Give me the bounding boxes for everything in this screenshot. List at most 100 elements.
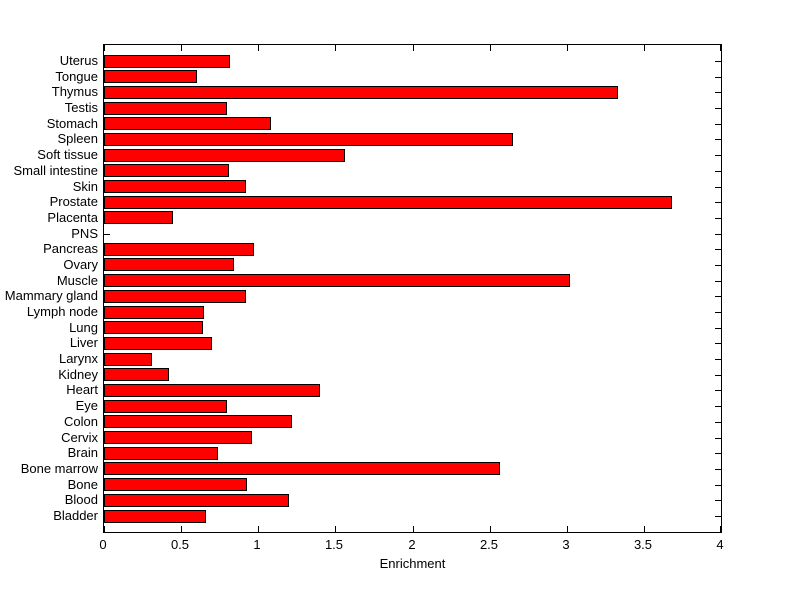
y-tick-label-spleen: Spleen <box>57 131 98 146</box>
y-tick-label-bone-marrow: Bone marrow <box>20 461 98 476</box>
y-tick-label-brain: Brain <box>67 445 98 460</box>
y-tick-label-pns: PNS <box>71 226 98 241</box>
y-tick-label-mammary-gland: Mammary gland <box>4 288 98 303</box>
y-tick-mark-right <box>715 296 721 297</box>
y-tick-mark-right <box>715 265 721 266</box>
x-tick-mark-bottom <box>567 526 568 532</box>
y-tick-mark-right <box>715 281 721 282</box>
x-tick-mark-bottom <box>258 526 259 532</box>
y-tick-mark-right <box>715 155 721 156</box>
bar-eye <box>104 400 227 413</box>
y-tick-mark-right <box>715 328 721 329</box>
x-tick-mark-top <box>413 45 414 51</box>
bar-larynx <box>104 353 152 366</box>
bar-uterus <box>104 55 230 68</box>
y-tick-label-heart: Heart <box>66 382 98 397</box>
y-tick-mark-right <box>715 124 721 125</box>
y-tick-label-tongue: Tongue <box>55 69 98 84</box>
bar-colon <box>104 415 292 428</box>
y-tick-mark-right <box>715 453 721 454</box>
x-tick-label-1-5: 1.5 <box>324 537 344 552</box>
bar-mammary-gland <box>104 290 246 303</box>
bar-bone-marrow <box>104 462 500 475</box>
y-tick-mark-right <box>715 202 721 203</box>
y-tick-mark-right <box>715 139 721 140</box>
y-tick-mark-right <box>715 234 721 235</box>
bar-kidney <box>104 368 169 381</box>
y-tick-mark-right <box>715 375 721 376</box>
x-axis-tick-labels: 0 0.5 1 1.5 2 2.5 3 3.5 4 <box>99 537 723 553</box>
y-tick-label-ovary: Ovary <box>63 257 98 272</box>
y-axis-labels: Uterus Tongue Thymus Testis Stomach Spleen Sof… <box>0 45 98 532</box>
y-tick-label-bone: Bone <box>67 477 98 492</box>
x-tick-label-3: 3 <box>562 537 570 552</box>
y-tick-mark-left <box>104 234 110 235</box>
y-tick-mark-right <box>715 469 721 470</box>
x-tick-mark-bottom <box>181 526 182 532</box>
y-tick-label-pancreas: Pancreas <box>43 241 98 256</box>
y-tick-mark-right <box>715 500 721 501</box>
y-tick-label-bladder: Bladder <box>53 508 98 523</box>
y-tick-label-blood: Blood <box>64 492 98 507</box>
x-tick-label-2: 2 <box>408 537 416 552</box>
x-tick-mark-top <box>490 45 491 51</box>
y-tick-label-kidney: Kidney <box>58 367 98 382</box>
x-tick-mark-bottom <box>490 526 491 532</box>
bar-pancreas <box>104 243 254 256</box>
x-tick-mark-top <box>644 45 645 51</box>
bar-blood <box>104 494 289 507</box>
y-tick-label-larynx: Larynx <box>58 351 98 366</box>
bar-placenta <box>104 211 173 224</box>
y-tick-mark-right <box>715 438 721 439</box>
y-tick-mark-right <box>715 61 721 62</box>
y-tick-mark-right <box>715 187 721 188</box>
x-tick-mark-top <box>104 45 105 51</box>
bar-liver <box>104 337 212 350</box>
y-tick-mark-right <box>715 171 721 172</box>
bar-heart <box>104 384 320 397</box>
y-tick-label-eye: Eye <box>75 398 98 413</box>
x-tick-label-0-5: 0.5 <box>170 537 190 552</box>
y-tick-mark-right <box>715 218 721 219</box>
y-tick-label-prostate: Prostate <box>49 194 98 209</box>
y-tick-mark-right <box>715 77 721 78</box>
x-tick-mark-bottom <box>720 526 721 532</box>
y-tick-label-muscle: Muscle <box>56 273 98 288</box>
y-tick-label-placenta: Placenta <box>47 210 98 225</box>
x-tick-label-3-5: 3.5 <box>633 537 653 552</box>
y-tick-label-thymus: Thymus <box>51 84 98 99</box>
x-tick-mark-top <box>567 45 568 51</box>
y-tick-mark-right <box>715 249 721 250</box>
y-tick-label-soft-tissue: Soft tissue <box>37 147 98 162</box>
x-tick-label-4: 4 <box>716 537 724 552</box>
y-tick-label-small-intestine: Small intestine <box>13 163 98 178</box>
bar-prostate <box>104 196 672 209</box>
y-tick-mark-right <box>715 390 721 391</box>
y-tick-label-skin: Skin <box>72 179 98 194</box>
bar-cervix <box>104 431 252 444</box>
y-tick-mark-right <box>715 92 721 93</box>
x-tick-label-0: 0 <box>99 537 107 552</box>
y-tick-label-colon: Colon <box>64 414 98 429</box>
y-tick-mark-right <box>715 343 721 344</box>
x-tick-mark-bottom <box>413 526 414 532</box>
x-tick-label-2-5: 2.5 <box>479 537 499 552</box>
bar-lymph-node <box>104 306 204 319</box>
x-tick-mark-bottom <box>104 526 105 532</box>
y-tick-mark-right <box>715 485 721 486</box>
y-tick-label-testis: Testis <box>64 100 98 115</box>
bar-small-intestine <box>104 164 229 177</box>
x-tick-mark-bottom <box>335 526 336 532</box>
y-tick-label-lymph-node: Lymph node <box>26 304 98 319</box>
y-tick-label-uterus: Uterus <box>59 53 98 68</box>
bar-lung <box>104 321 203 334</box>
x-tick-mark-top <box>181 45 182 51</box>
bar-muscle <box>104 274 570 287</box>
x-tick-mark-bottom <box>644 526 645 532</box>
y-tick-mark-right <box>715 516 721 517</box>
y-tick-mark-right <box>715 359 721 360</box>
bar-skin <box>104 180 246 193</box>
bar-testis <box>104 102 227 115</box>
bar-thymus <box>104 86 618 99</box>
